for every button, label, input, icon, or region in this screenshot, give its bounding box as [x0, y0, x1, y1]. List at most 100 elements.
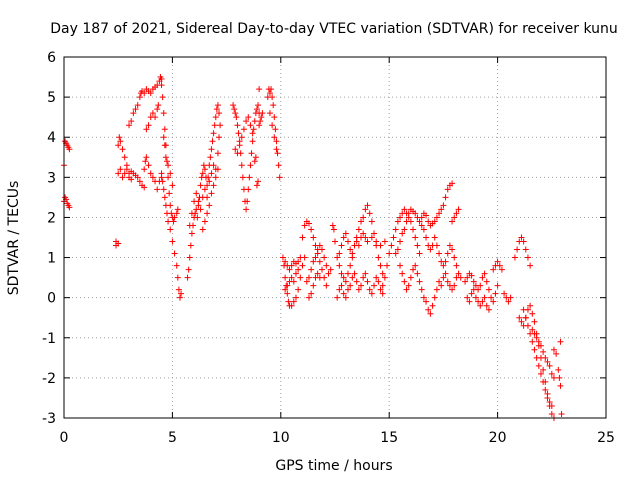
data-point-marker — [251, 158, 258, 165]
data-point-marker — [427, 246, 434, 253]
data-point-marker — [332, 238, 338, 245]
data-point-marker — [299, 234, 306, 241]
data-point-marker — [250, 126, 257, 133]
data-point-marker — [199, 170, 206, 177]
data-point-marker — [531, 318, 538, 325]
data-point-marker — [173, 210, 180, 217]
data-point-marker — [438, 282, 445, 289]
data-point-marker — [194, 214, 201, 221]
data-point-marker — [433, 286, 440, 293]
data-point-marker — [444, 250, 451, 257]
data-point-marker — [351, 270, 358, 277]
data-point-marker — [377, 242, 384, 249]
data-point-marker — [282, 274, 289, 281]
data-point-marker — [362, 270, 369, 277]
x-tick-label: 15 — [380, 430, 398, 446]
data-point-marker — [141, 184, 148, 191]
data-point-marker — [558, 410, 565, 417]
data-point-marker — [481, 294, 488, 301]
data-point-marker — [548, 410, 555, 417]
data-point-marker — [238, 162, 245, 169]
data-point-marker — [401, 206, 408, 213]
data-point-marker — [360, 214, 367, 221]
data-point-marker — [171, 250, 178, 257]
data-point-marker — [379, 290, 386, 297]
data-point-marker — [323, 262, 330, 269]
data-point-marker — [358, 218, 365, 225]
y-tick-label: 1 — [47, 251, 56, 267]
data-point-marker — [392, 250, 399, 257]
data-point-marker — [158, 76, 165, 83]
data-point-marker — [418, 222, 425, 229]
data-point-marker — [340, 290, 347, 297]
data-point-marker — [295, 286, 302, 293]
data-point-marker — [274, 150, 281, 157]
x-tick-label: 10 — [272, 430, 290, 446]
data-point-marker — [134, 174, 141, 181]
data-point-marker — [158, 82, 165, 89]
data-point-marker — [116, 134, 123, 141]
data-point-marker — [243, 206, 250, 213]
data-point-marker — [338, 242, 345, 249]
data-point-marker — [394, 246, 401, 253]
data-point-marker — [193, 190, 200, 197]
data-point-marker — [453, 210, 460, 217]
data-point-marker — [209, 138, 216, 145]
data-point-marker — [347, 282, 354, 289]
data-point-marker — [342, 294, 349, 301]
data-point-marker — [117, 138, 124, 145]
data-point-marker — [420, 294, 427, 301]
data-point-marker — [488, 294, 495, 301]
data-point-marker — [167, 170, 174, 177]
data-point-marker — [462, 278, 469, 285]
data-point-marker — [288, 262, 295, 269]
data-point-marker — [492, 290, 499, 297]
data-point-marker — [524, 322, 531, 329]
data-point-marker — [455, 206, 462, 213]
data-point-marker — [286, 266, 293, 273]
data-point-marker — [347, 262, 354, 269]
data-point-marker — [368, 290, 375, 297]
data-point-marker — [358, 282, 365, 289]
data-point-marker — [533, 334, 540, 341]
data-point-marker — [540, 366, 547, 373]
data-point-marker — [119, 146, 126, 153]
data-point-marker — [288, 302, 295, 309]
data-point-marker — [535, 362, 542, 369]
data-point-marker — [392, 226, 399, 233]
data-point-marker — [522, 314, 529, 321]
data-point-marker — [208, 190, 215, 197]
data-point-marker — [381, 274, 388, 281]
data-point-marker — [338, 270, 345, 277]
data-point-marker — [143, 154, 150, 161]
data-point-marker — [297, 254, 304, 261]
data-point-marker — [141, 90, 148, 97]
data-point-marker — [329, 222, 336, 229]
data-point-marker — [401, 278, 408, 285]
data-point-marker — [412, 262, 419, 269]
x-tick-label: 0 — [60, 430, 69, 446]
data-point-marker — [423, 212, 430, 219]
data-point-marker — [342, 230, 349, 237]
data-point-marker — [529, 310, 536, 317]
data-point-marker — [498, 266, 505, 273]
data-point-marker — [204, 210, 211, 217]
data-point-marker — [115, 142, 122, 149]
data-point-marker — [355, 286, 362, 293]
data-point-marker — [205, 174, 212, 181]
data-point-marker — [444, 186, 451, 193]
data-point-marker — [345, 238, 352, 245]
data-point-marker — [233, 114, 240, 121]
data-point-marker — [379, 270, 386, 277]
data-point-marker — [555, 366, 562, 373]
data-point-marker — [159, 94, 166, 101]
data-point-marker — [323, 282, 330, 289]
data-point-marker — [275, 162, 282, 169]
data-point-marker — [256, 122, 263, 129]
data-point-marker — [531, 346, 538, 353]
data-point-marker — [268, 86, 275, 93]
data-point-marker — [373, 238, 380, 245]
data-point-marker — [557, 382, 564, 389]
data-point-marker — [386, 250, 393, 257]
